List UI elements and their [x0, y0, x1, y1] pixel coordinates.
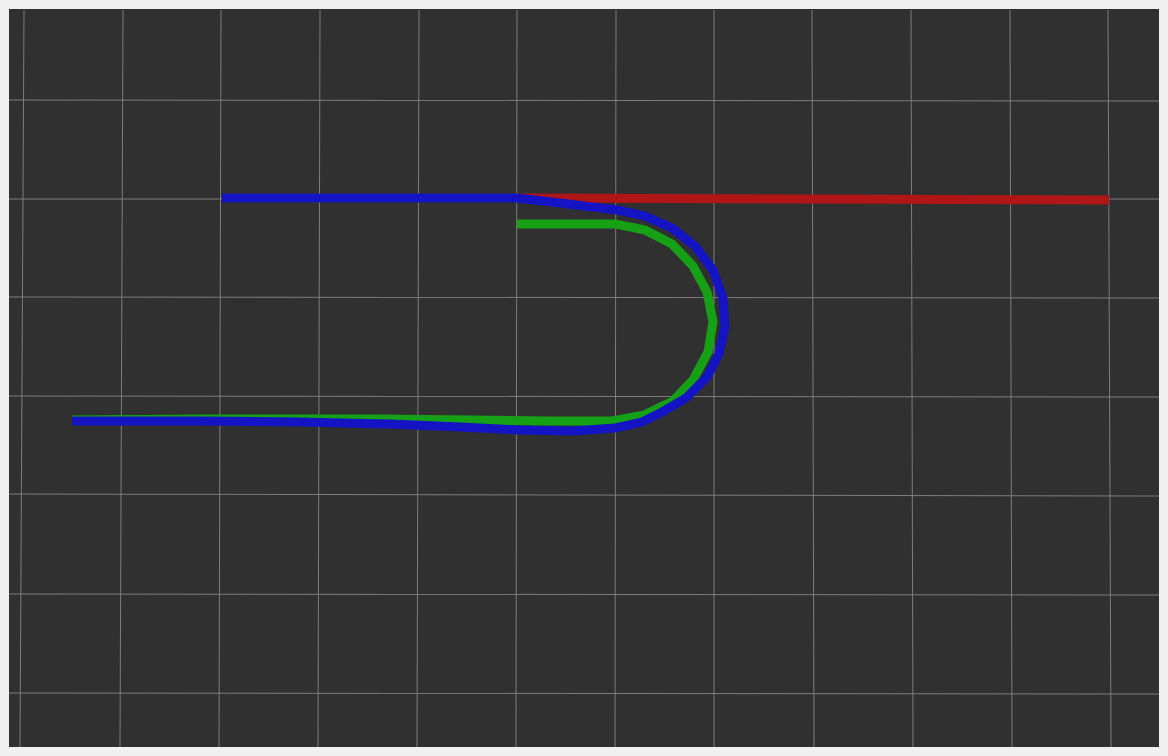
grid-line-vertical [910, 9, 914, 747]
grid-line-vertical [119, 9, 124, 747]
grid-line-vertical [811, 9, 815, 747]
red-path [516, 193, 1110, 205]
grid-line-vertical [19, 9, 25, 747]
grid-line-vertical [317, 9, 321, 747]
grid-line-horizontal [9, 296, 1159, 299]
grid-line-horizontal [9, 593, 1159, 596]
grid-line-vertical [416, 9, 420, 747]
grid-line-vertical [614, 9, 617, 747]
blue-path [72, 193, 730, 436]
grid-line-horizontal [9, 99, 1159, 102]
grid-line-horizontal [9, 493, 1159, 497]
trajectory-paths [71, 193, 1110, 436]
grid-line-horizontal [9, 395, 1159, 398]
scene-canvas[interactable] [9, 9, 1159, 747]
viewport-background [9, 9, 1159, 747]
3d-viewport[interactable] [9, 9, 1159, 747]
grid-line-horizontal [9, 692, 1159, 695]
grid-line-vertical [515, 9, 518, 747]
grid-line-vertical [218, 9, 222, 747]
grid-line-vertical [1107, 9, 1112, 747]
grid-line-vertical [1009, 9, 1013, 747]
